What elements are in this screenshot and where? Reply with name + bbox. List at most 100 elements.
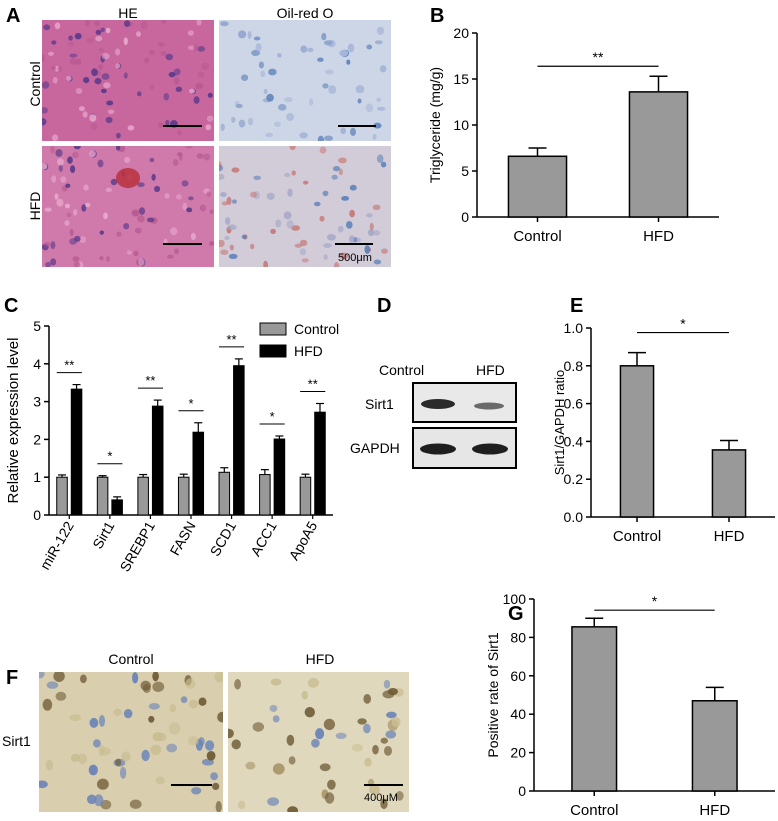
y-tick-label: 0.6 — [564, 396, 584, 412]
cell-nucleus — [123, 72, 128, 79]
bar — [177, 476, 190, 516]
cell-nucleus — [203, 153, 211, 161]
cell-nucleus — [357, 98, 362, 104]
cell-nucleus — [42, 118, 47, 126]
cell-nucleus — [376, 26, 385, 35]
y-tick-label: 1 — [33, 469, 41, 485]
cell-nucleus — [303, 180, 309, 185]
y-tick-label: 10 — [453, 117, 469, 133]
cell-nucleus — [339, 49, 349, 57]
cell-nucleus — [78, 106, 85, 112]
cell-nucleus — [267, 797, 279, 806]
y-axis-label: Triglyceride (mg/g) — [427, 67, 443, 183]
cell-nucleus — [315, 728, 325, 740]
cell-nucleus — [228, 728, 234, 739]
cell-nucleus — [45, 261, 52, 267]
cell-nucleus — [381, 248, 388, 254]
cell-nucleus — [115, 758, 122, 767]
cell-nucleus — [99, 230, 105, 235]
cell-nucleus — [322, 83, 329, 89]
cell-nucleus — [173, 68, 181, 76]
x-tick-label: Control — [613, 528, 661, 545]
cell-nucleus — [126, 250, 132, 255]
cell-nucleus — [217, 711, 223, 723]
cell-nucleus — [89, 150, 96, 158]
cell-nucleus — [137, 215, 145, 223]
cell-nucleus — [337, 225, 344, 233]
cell-nucleus — [188, 196, 194, 201]
cell-nucleus — [55, 149, 63, 157]
cell-nucleus — [121, 751, 131, 762]
cell-nucleus — [287, 806, 298, 812]
blot-sirt1-label: Sirt1 — [365, 396, 394, 412]
cell-nucleus — [237, 800, 246, 810]
cell-nucleus — [258, 61, 264, 69]
cell-nucleus — [374, 40, 383, 45]
cell-nucleus — [287, 188, 293, 197]
y-tick-label: 20 — [510, 745, 526, 761]
cell-nucleus — [291, 225, 300, 231]
cell-nucleus — [51, 134, 59, 141]
y-tick-label: 3 — [33, 394, 41, 410]
cell-nucleus — [263, 260, 268, 267]
cell-nucleus — [317, 57, 324, 62]
cell-nucleus — [227, 224, 237, 230]
cell-nucleus — [89, 114, 97, 122]
cell-nucleus — [255, 43, 262, 52]
cell-nucleus — [146, 217, 155, 223]
cell-nucleus — [286, 734, 295, 746]
cell-nucleus — [367, 229, 375, 237]
cell-nucleus — [98, 715, 106, 727]
cell-nucleus — [253, 36, 261, 41]
row-hfd-label: HFD — [27, 192, 43, 221]
cell-nucleus — [299, 132, 308, 139]
cell-nucleus — [123, 37, 128, 46]
cell-nucleus — [221, 201, 228, 206]
cell-nucleus — [301, 258, 309, 263]
cell-nucleus — [289, 146, 296, 151]
oilred-control-texture — [220, 21, 387, 141]
panel-letter: G — [508, 603, 524, 625]
cell-nucleus — [373, 122, 382, 129]
oilred-hfd-texture — [219, 146, 388, 267]
cell-nucleus — [42, 107, 48, 114]
cell-nucleus — [136, 31, 141, 37]
cell-nucleus — [395, 791, 404, 801]
cell-nucleus — [168, 722, 181, 735]
y-tick-label: 15 — [453, 71, 469, 87]
cell-nucleus — [304, 707, 315, 718]
cell-nucleus — [73, 146, 81, 150]
cell-nucleus — [50, 66, 57, 71]
bar — [151, 405, 164, 516]
cell-nucleus — [270, 228, 276, 235]
cell-nucleus — [355, 85, 365, 94]
cell-nucleus — [70, 753, 81, 762]
y-tick-label: 4 — [33, 356, 41, 372]
cell-nucleus — [238, 119, 246, 128]
cell-nucleus — [328, 85, 337, 94]
cell-nucleus — [307, 677, 319, 688]
cell-nucleus — [105, 116, 113, 124]
significance-marker: * — [680, 316, 686, 332]
cell-nucleus — [277, 104, 287, 111]
cell-nucleus — [265, 132, 274, 138]
cell-nucleus — [46, 681, 59, 689]
cell-nucleus — [376, 106, 386, 111]
cell-nucleus — [82, 111, 88, 118]
x-tick-label: SREBP1 — [117, 518, 159, 574]
cell-nucleus — [220, 21, 229, 27]
y-tick-label: 0 — [518, 783, 526, 799]
cell-nucleus — [185, 678, 196, 689]
cell-nucleus — [349, 184, 357, 191]
cell-nucleus — [323, 254, 328, 260]
y-tick-label: 0 — [461, 209, 469, 225]
cell-nucleus — [80, 674, 87, 684]
cell-nucleus — [105, 27, 111, 34]
cell-nucleus — [123, 223, 130, 230]
cell-nucleus — [69, 228, 74, 237]
y-tick-label: 20 — [453, 25, 469, 41]
cell-nucleus — [44, 207, 52, 212]
cell-nucleus — [134, 227, 142, 234]
blot-band — [420, 443, 456, 455]
cell-nucleus — [42, 81, 50, 89]
